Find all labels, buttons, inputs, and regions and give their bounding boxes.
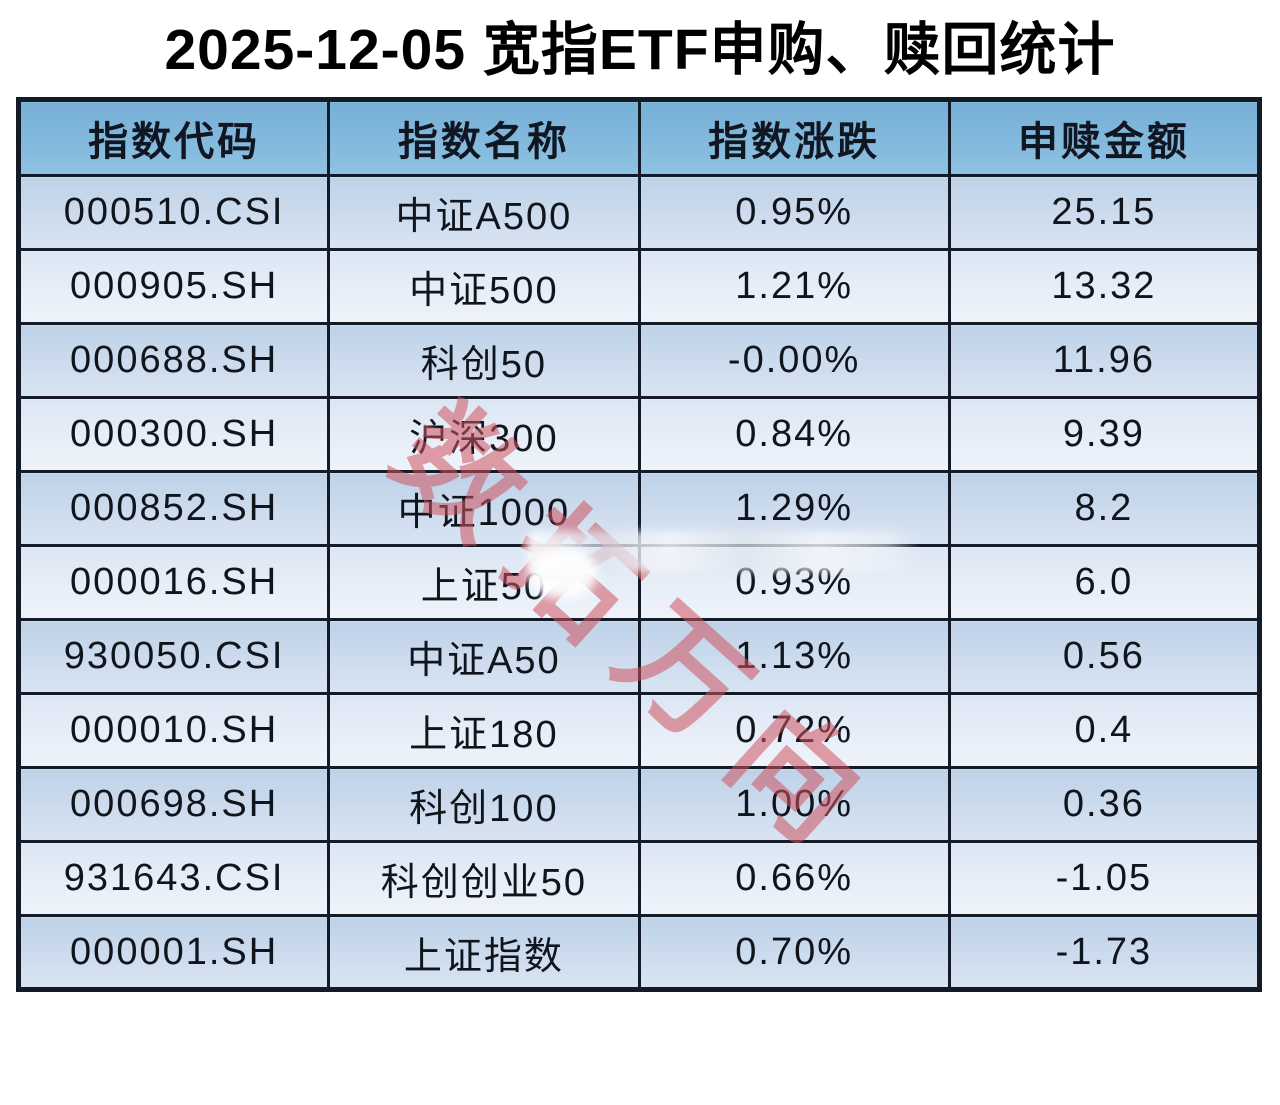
cell-code: 930050.CSI (16, 618, 331, 695)
cell-change: 1.13% (637, 618, 951, 695)
cell-change: 0.93% (637, 544, 951, 621)
table-row: 000510.CSI 中证A500 0.95% 25.15 (16, 174, 1262, 251)
cell-name: 上证180 (327, 692, 641, 769)
cell-amount: 11.96 (947, 322, 1262, 399)
table-row: 000688.SH 科创50 -0.00% 11.96 (16, 322, 1262, 399)
cell-code: 000852.SH (16, 470, 331, 547)
cell-name: 上证50 (327, 544, 641, 621)
cell-amount: 0.56 (947, 618, 1262, 695)
cell-code: 000010.SH (16, 692, 331, 769)
cell-code: 000698.SH (16, 766, 331, 843)
column-header-code: 指数代码 (16, 98, 331, 177)
cell-code: 000905.SH (16, 248, 331, 325)
cell-code: 000001.SH (16, 914, 331, 991)
cell-amount: -1.05 (947, 840, 1262, 917)
cell-code: 000510.CSI (16, 174, 331, 251)
table-header: 指数代码 指数名称 指数涨跌 申赎金额 (16, 98, 1262, 177)
cell-name: 中证A500 (327, 174, 641, 251)
cell-name: 科创创业50 (327, 840, 641, 917)
cell-amount: 13.32 (947, 248, 1262, 325)
table-row: 000698.SH 科创100 1.00% 0.36 (16, 766, 1262, 843)
cell-amount: -1.73 (947, 914, 1262, 991)
cell-name: 中证500 (327, 248, 641, 325)
column-header-name: 指数名称 (327, 98, 641, 177)
cell-change: 0.66% (637, 840, 951, 917)
cell-amount: 0.36 (947, 766, 1262, 843)
table-row: 931643.CSI 科创创业50 0.66% -1.05 (16, 840, 1262, 917)
cell-change: 0.70% (637, 914, 951, 991)
cell-name: 科创50 (327, 322, 641, 399)
cell-name: 沪深300 (327, 396, 641, 473)
cell-change: 1.29% (637, 470, 951, 547)
column-header-amount: 申赎金额 (947, 98, 1262, 177)
cell-code: 000300.SH (16, 396, 331, 473)
table-body: 000510.CSI 中证A500 0.95% 25.15 000905.SH 中证500… (16, 174, 1262, 991)
cell-amount: 0.4 (947, 692, 1262, 769)
table-row: 000905.SH 中证500 1.21% 13.32 (16, 248, 1262, 325)
cell-change: 1.00% (637, 766, 951, 843)
etf-table: 指数代码 指数名称 指数涨跌 申赎金额 000510.CSI 中证A500 0.95% 25… (16, 97, 1262, 992)
column-header-change: 指数涨跌 (637, 98, 951, 177)
cell-change: 0.95% (637, 174, 951, 251)
table-row: 000016.SH 上证50 0.93% 6.0 (16, 544, 1262, 621)
table-row: 000852.SH 中证1000 1.29% 8.2 (16, 470, 1262, 547)
cell-name: 中证1000 (327, 470, 641, 547)
header-row: 指数代码 指数名称 指数涨跌 申赎金额 (16, 98, 1262, 177)
cell-amount: 9.39 (947, 396, 1262, 473)
table-row: 000010.SH 上证180 0.72% 0.4 (16, 692, 1262, 769)
cell-name: 中证A50 (327, 618, 641, 695)
cell-name: 上证指数 (327, 914, 641, 991)
cell-amount: 25.15 (947, 174, 1262, 251)
cell-code: 931643.CSI (16, 840, 331, 917)
table-row: 930050.CSI 中证A50 1.13% 0.56 (16, 618, 1262, 695)
cell-amount: 6.0 (947, 544, 1262, 621)
table-row: 000001.SH 上证指数 0.70% -1.73 (16, 914, 1262, 991)
cell-code: 000016.SH (16, 544, 331, 621)
cell-change: -0.00% (637, 322, 951, 399)
cell-change: 1.21% (637, 248, 951, 325)
cell-code: 000688.SH (16, 322, 331, 399)
cell-change: 0.72% (637, 692, 951, 769)
cell-change: 0.84% (637, 396, 951, 473)
cell-amount: 8.2 (947, 470, 1262, 547)
page-title: 2025-12-05 宽指ETF申购、赎回统计 (164, 18, 1116, 82)
table-row: 000300.SH 沪深300 0.84% 9.39 (16, 396, 1262, 473)
cell-name: 科创100 (327, 766, 641, 843)
